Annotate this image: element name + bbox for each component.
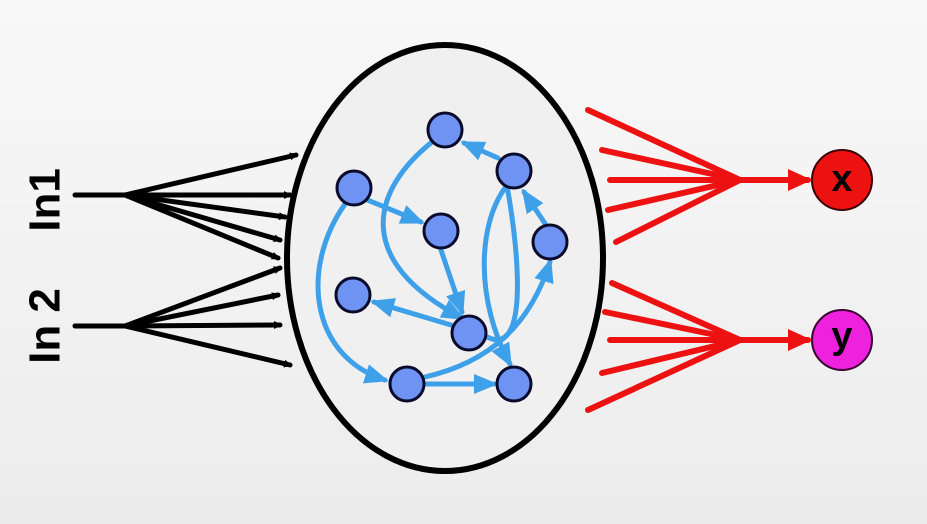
output-label-y: y bbox=[831, 315, 852, 357]
neuron-node bbox=[334, 276, 372, 314]
recurrent-arrow bbox=[521, 188, 549, 228]
input-label-in1: In1 bbox=[21, 168, 70, 232]
recurrent-arrow bbox=[380, 139, 466, 321]
recurrent-arrow bbox=[370, 298, 454, 328]
neuron-node bbox=[531, 223, 569, 261]
readout-arrows-x bbox=[585, 107, 812, 245]
output-node-y bbox=[811, 309, 873, 371]
recurrent-connections bbox=[315, 139, 554, 394]
neuron-node bbox=[426, 111, 464, 149]
recurrent-arrow bbox=[460, 140, 501, 161]
neuron-node bbox=[450, 314, 488, 352]
neuron-node bbox=[495, 365, 533, 403]
recurrent-arrow bbox=[479, 184, 520, 342]
neuron-node bbox=[422, 212, 460, 250]
input-arrow bbox=[122, 192, 281, 261]
input-arrow bbox=[122, 292, 281, 329]
neurons bbox=[334, 111, 569, 403]
output-node-x bbox=[811, 149, 873, 211]
input-arrow bbox=[122, 192, 283, 243]
recurrent-arrow bbox=[362, 196, 425, 225]
input-arrow bbox=[122, 192, 288, 221]
input-arrow bbox=[122, 321, 283, 330]
input-label-in2: In 2 bbox=[21, 288, 70, 364]
output-label-x: x bbox=[831, 158, 852, 200]
neuron-node bbox=[335, 169, 373, 207]
input-arrow bbox=[122, 265, 283, 329]
recurrent-arrow bbox=[481, 185, 513, 368]
input-arrow bbox=[122, 323, 293, 368]
input-arrow bbox=[122, 152, 299, 198]
input-arrows bbox=[72, 152, 299, 368]
readout-arrows-y bbox=[585, 280, 812, 413]
recurrent-arrow bbox=[315, 201, 389, 384]
neuron-node bbox=[388, 365, 426, 403]
neuron-node bbox=[495, 152, 533, 190]
